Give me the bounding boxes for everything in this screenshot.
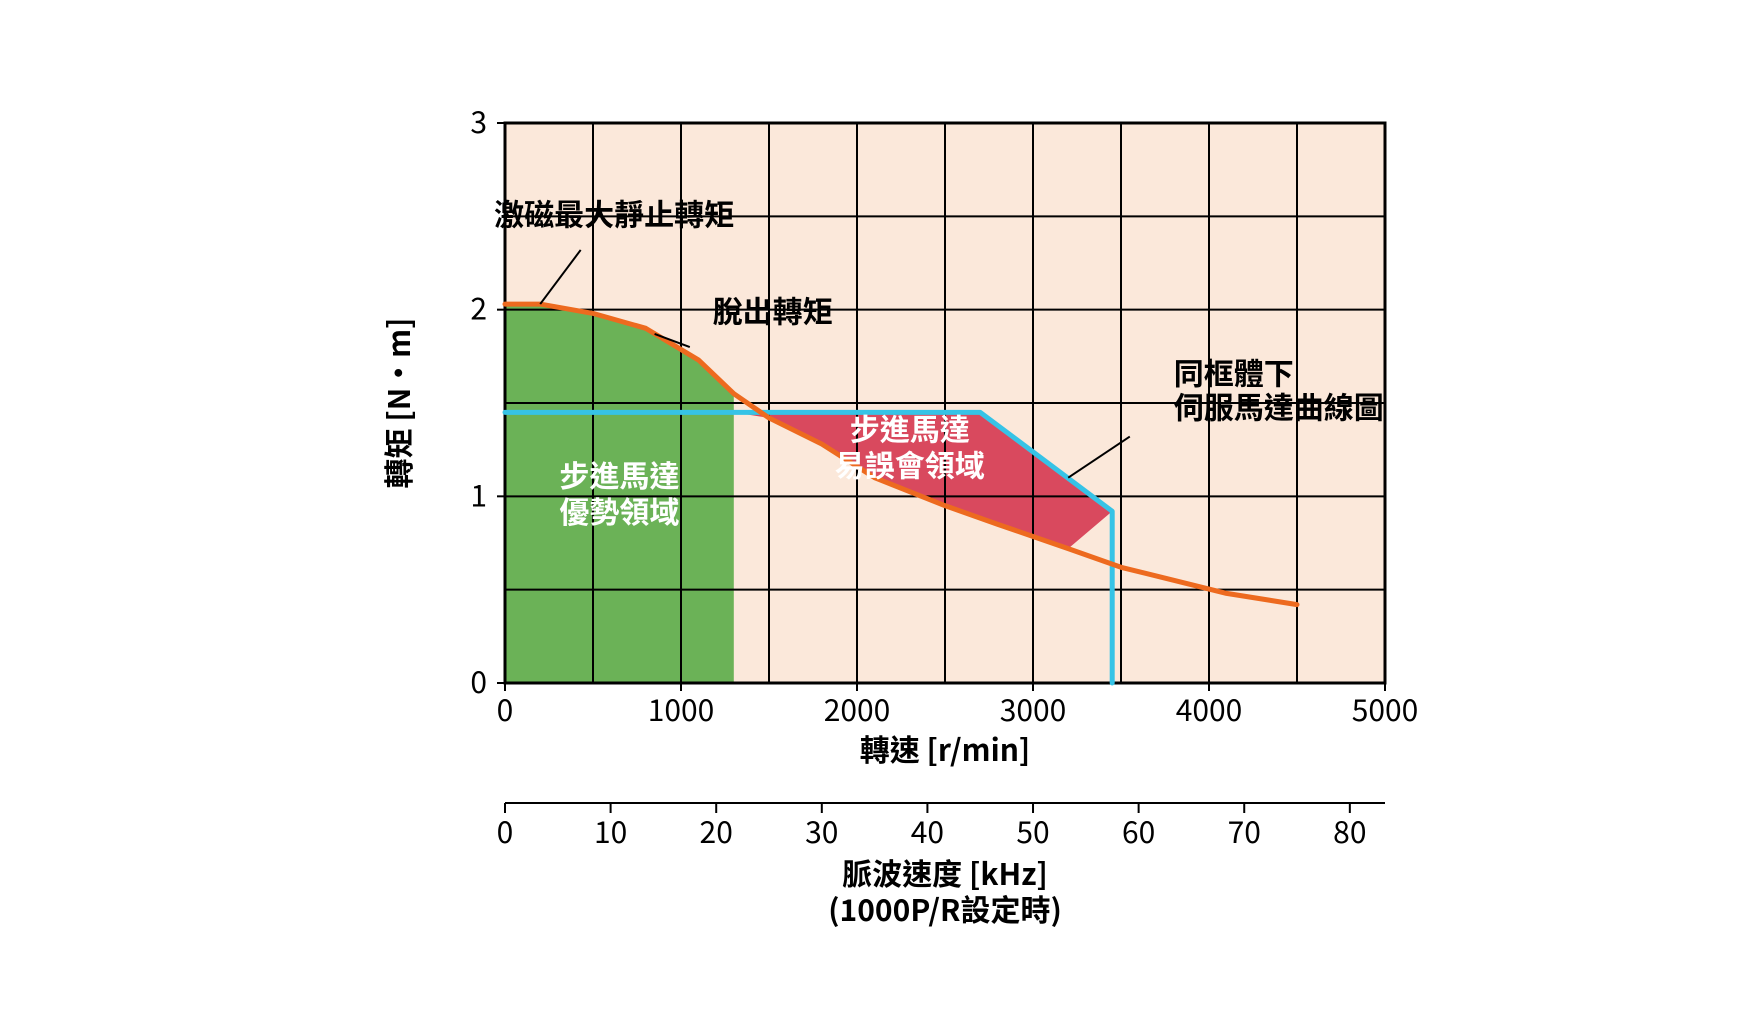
svg-text:激磁最大靜止轉矩: 激磁最大靜止轉矩 bbox=[494, 191, 734, 235]
svg-text:2: 2 bbox=[470, 285, 487, 329]
svg-text:80: 80 bbox=[1333, 808, 1366, 852]
svg-text:伺服馬達曲線圖: 伺服馬達曲線圖 bbox=[1174, 383, 1384, 427]
svg-text:3000: 3000 bbox=[1000, 686, 1067, 730]
svg-text:10: 10 bbox=[594, 808, 627, 852]
svg-text:20: 20 bbox=[700, 808, 733, 852]
svg-text:0: 0 bbox=[497, 686, 514, 730]
svg-text:易誤會領域: 易誤會領域 bbox=[835, 441, 985, 485]
svg-text:1: 1 bbox=[470, 471, 487, 515]
svg-text:50: 50 bbox=[1016, 808, 1049, 852]
svg-text:40: 40 bbox=[911, 808, 944, 852]
svg-text:轉矩 [N·m]: 轉矩 [N·m] bbox=[375, 318, 419, 489]
svg-text:60: 60 bbox=[1122, 808, 1155, 852]
svg-text:4000: 4000 bbox=[1176, 686, 1243, 730]
svg-text:(1000P/R設定時): (1000P/R設定時) bbox=[828, 886, 1062, 930]
svg-text:5000: 5000 bbox=[1352, 686, 1419, 730]
svg-text:1000: 1000 bbox=[648, 686, 715, 730]
svg-text:優勢領域: 優勢領域 bbox=[559, 488, 679, 532]
svg-text:脫出轉矩: 脫出轉矩 bbox=[713, 288, 833, 332]
svg-text:0: 0 bbox=[470, 658, 487, 702]
torque-speed-chart: 步進馬達優勢領域步進馬達易誤會領域0123轉矩 [N·m]01000200030… bbox=[325, 63, 1425, 948]
svg-text:轉速 [r/min]: 轉速 [r/min] bbox=[860, 726, 1031, 770]
svg-text:3: 3 bbox=[470, 98, 487, 142]
svg-text:70: 70 bbox=[1228, 808, 1261, 852]
svg-text:0: 0 bbox=[497, 808, 514, 852]
svg-text:30: 30 bbox=[805, 808, 838, 852]
svg-text:2000: 2000 bbox=[824, 686, 891, 730]
